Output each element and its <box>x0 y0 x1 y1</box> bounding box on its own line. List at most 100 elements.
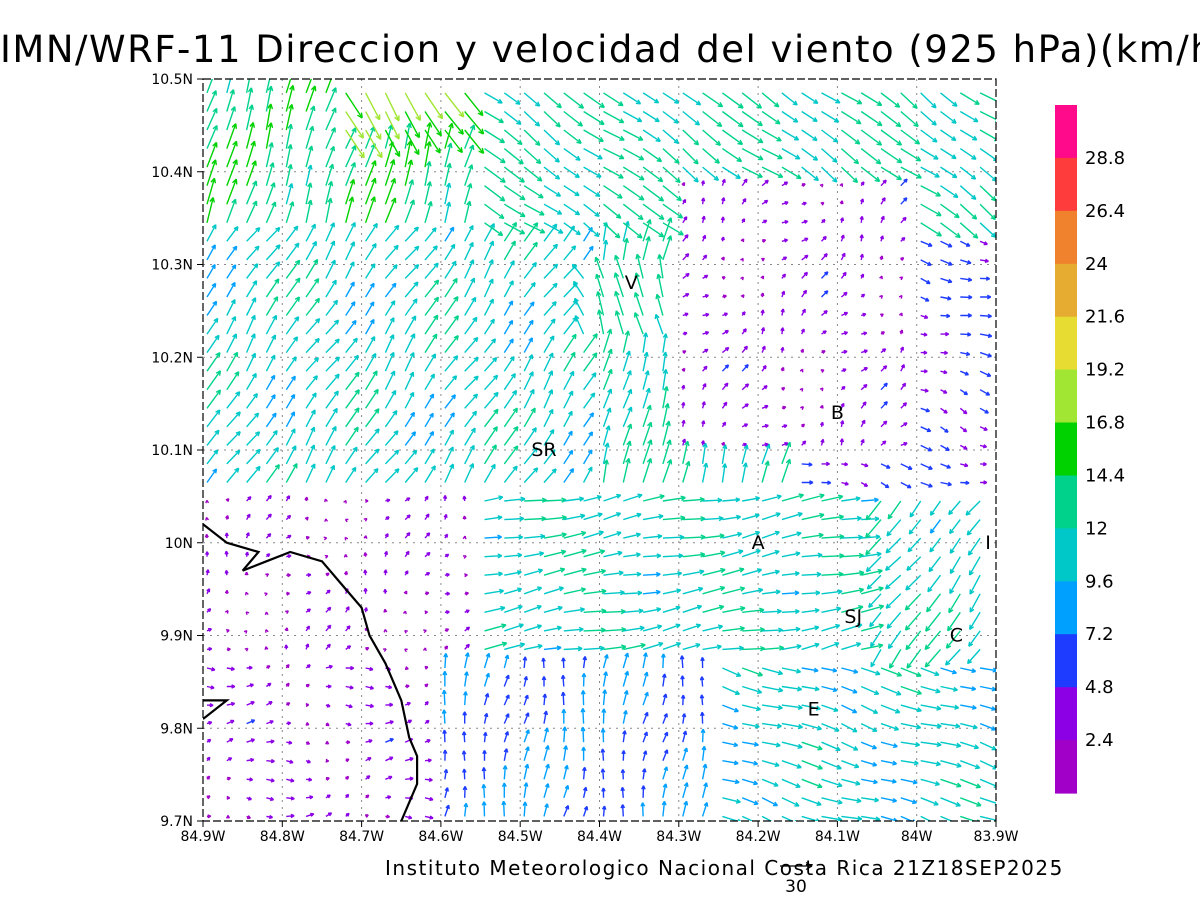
wind-arrow <box>622 110 643 123</box>
wind-arrow <box>444 315 459 335</box>
wind-arrow <box>821 685 838 693</box>
wind-arrow <box>969 611 981 630</box>
wind-arrow <box>840 252 846 261</box>
wind-arrow <box>363 535 368 539</box>
wind-arrow <box>523 371 534 391</box>
wind-arrow <box>206 389 222 409</box>
wind-arrow <box>424 201 433 223</box>
wind-arrow <box>503 748 509 761</box>
wind-arrow <box>614 254 624 279</box>
wind-arrow <box>720 216 725 223</box>
wind-arrow <box>384 351 395 372</box>
wind-arrow <box>898 294 903 299</box>
wind-arrow <box>702 254 708 261</box>
wind-arrow <box>206 300 218 316</box>
wind-arrow <box>226 123 237 149</box>
wind-arrow <box>701 215 706 223</box>
wind-arrow <box>960 370 970 376</box>
wind-arrow <box>383 648 387 652</box>
wind-arrow <box>503 148 524 165</box>
wind-arrow <box>742 645 766 652</box>
wind-arrow <box>841 462 849 467</box>
wind-arrow <box>682 129 700 146</box>
x-tick-label: 83.9W <box>973 829 1018 845</box>
wind-arrow <box>865 500 882 521</box>
wind-arrow <box>246 513 251 520</box>
wind-arrow <box>325 222 335 242</box>
wind-arrow <box>642 691 649 706</box>
wind-arrow <box>503 654 510 669</box>
wind-arrow <box>365 263 376 279</box>
wind-arrow <box>880 166 902 181</box>
wind-arrow <box>879 255 884 261</box>
wind-arrow <box>462 785 468 798</box>
wind-arrow <box>900 722 922 730</box>
wind-arrow <box>206 159 217 186</box>
wind-arrow <box>762 627 783 633</box>
wind-arrow <box>224 589 229 594</box>
wind-arrow <box>949 537 961 554</box>
wind-arrow <box>761 92 780 108</box>
x-tick-label: 84W <box>901 829 933 845</box>
wind-arrow <box>226 814 231 819</box>
wind-arrow <box>523 319 534 335</box>
wind-arrow <box>861 815 881 821</box>
wind-arrow <box>325 812 333 818</box>
wind-arrow <box>801 642 820 651</box>
wind-arrow <box>444 260 457 279</box>
wind-arrow <box>226 757 233 762</box>
wind-arrow <box>580 707 586 724</box>
wind-arrow <box>722 497 741 503</box>
wind-arrow <box>761 364 767 372</box>
wind-arrow <box>960 741 979 750</box>
wind-arrow <box>345 129 365 159</box>
wind-arrow <box>682 586 704 595</box>
wind-arrow <box>979 148 996 162</box>
wind-arrow <box>741 685 763 694</box>
wind-arrow <box>523 185 544 199</box>
wind-arrow <box>543 148 560 163</box>
wind-arrow <box>781 797 800 807</box>
wind-arrow <box>560 674 566 687</box>
wind-arrow <box>285 702 291 707</box>
wind-arrow <box>821 494 844 502</box>
wind-arrow <box>325 145 335 168</box>
wind-arrow <box>404 702 411 706</box>
wind-arrow <box>245 104 254 131</box>
wind-arrow <box>226 106 236 131</box>
wind-arrow <box>622 203 644 221</box>
wind-arrow <box>503 221 518 242</box>
wind-arrow <box>920 815 936 821</box>
wind-arrow <box>662 693 668 706</box>
wind-arrow <box>643 589 661 595</box>
wind-arrow <box>524 568 543 576</box>
wind-arrow <box>761 110 781 125</box>
wind-arrow <box>343 570 349 576</box>
wind-arrow <box>484 222 504 237</box>
wind-arrow <box>583 549 606 558</box>
wind-arrow <box>642 332 649 353</box>
wind-arrow <box>226 719 235 725</box>
wind-arrow <box>880 667 903 677</box>
wind-arrow <box>622 92 642 105</box>
wind-arrow <box>266 665 271 669</box>
wind-arrow <box>523 712 530 724</box>
gridlines <box>203 79 996 821</box>
wind-arrow <box>265 334 276 353</box>
wind-arrow <box>880 365 888 372</box>
wind-arrow <box>463 802 469 817</box>
wind-arrow <box>345 337 358 354</box>
wind-arrow <box>979 258 989 263</box>
wind-arrow <box>404 757 414 762</box>
wind-arrow <box>722 685 741 695</box>
wind-arrow <box>523 203 545 216</box>
wind-arrow <box>583 431 594 446</box>
wind-arrow <box>662 553 684 559</box>
wind-arrow <box>543 223 558 242</box>
wind-arrow <box>561 657 566 669</box>
wind-arrow <box>662 623 681 632</box>
wind-arrow <box>940 741 962 748</box>
wind-arrow <box>900 797 917 805</box>
wind-arrow <box>866 574 882 590</box>
wind-arrow <box>245 314 256 335</box>
